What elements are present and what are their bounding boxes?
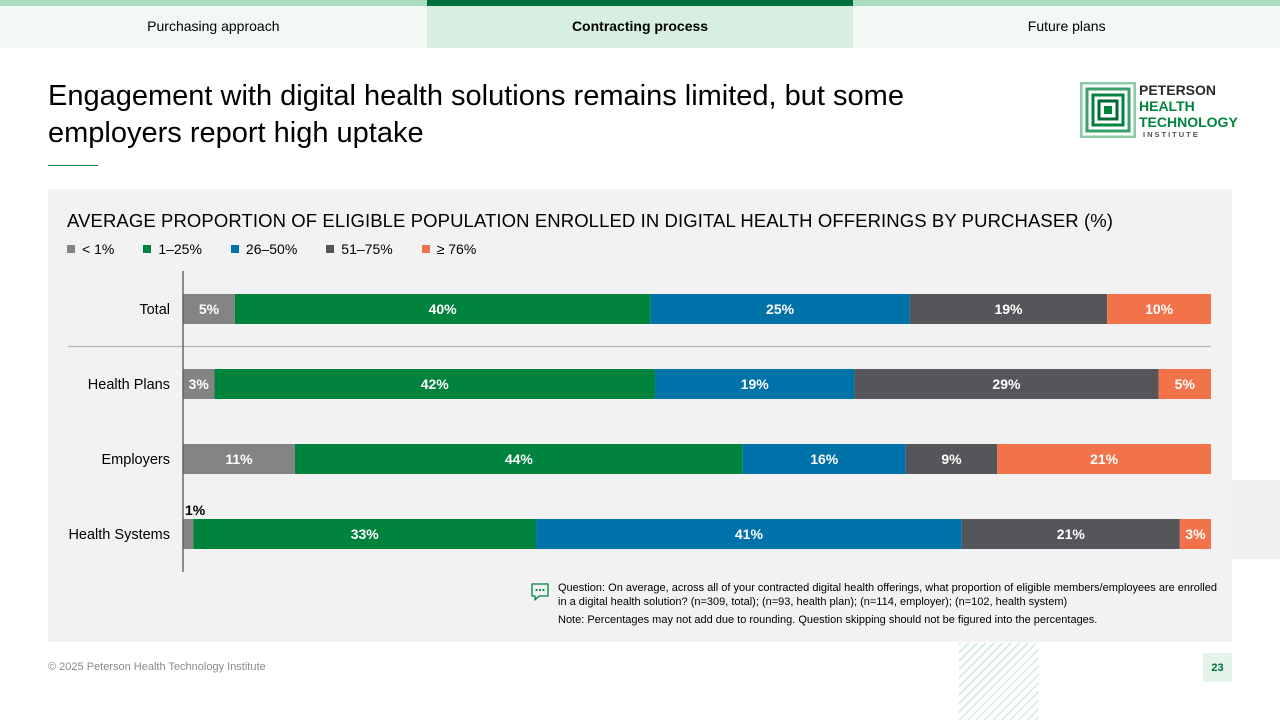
legend-item: < 1% (67, 240, 114, 258)
section-tabs: Purchasing approach Contracting process … (0, 0, 1280, 48)
data-label: 16% (810, 451, 839, 467)
chart-legend: < 1% 1–25% 26–50% 51–75% ≥ 76% (67, 240, 505, 258)
data-label: 9% (941, 451, 962, 467)
bar-segment (997, 444, 1211, 474)
bar-segment (854, 369, 1159, 399)
legend-swatch (421, 245, 430, 253)
data-label: 21% (1090, 451, 1119, 467)
data-label: 19% (741, 376, 770, 392)
data-label: 11% (225, 451, 253, 467)
page-title: Engagement with digital health solutions… (48, 80, 904, 149)
phti-logo: PETERSON HEALTH TECHNOLOGY INSTITUTE (1079, 81, 1240, 142)
decorative-hatch (959, 643, 1039, 720)
data-label: 19% (994, 301, 1023, 317)
bar-segment (742, 444, 906, 474)
bar-segment (1107, 294, 1211, 324)
tab-contracting-process[interactable]: Contracting process (426, 0, 854, 48)
data-label: 3% (1185, 526, 1206, 542)
legend-item: 51–75% (326, 240, 393, 258)
logo-line-2: HEALTH (1139, 98, 1195, 114)
logo-wordmark: PETERSON HEALTH TECHNOLOGY INSTITUTE (1139, 82, 1238, 139)
data-label: 41% (735, 526, 764, 542)
legend-swatch (326, 245, 335, 253)
title-underline (48, 165, 98, 166)
legend-label: 26–50% (245, 241, 298, 257)
data-label: 33% (351, 526, 380, 542)
logo-squares-icon (1079, 81, 1137, 139)
side-tab (1232, 480, 1280, 559)
legend-label: 1–25% (158, 241, 202, 257)
data-label: 44% (505, 451, 534, 467)
chart-panel (48, 189, 1232, 642)
question-text: Question: On average, across all of your… (558, 582, 1217, 608)
bar-segment (536, 519, 962, 549)
bar-segment (905, 444, 998, 474)
tab-future-plans[interactable]: Future plans (853, 0, 1280, 48)
data-label: 42% (421, 376, 450, 392)
data-label: 29% (992, 376, 1021, 392)
tab-purchasing-approach[interactable]: Purchasing approach (0, 0, 427, 48)
legend-swatch (143, 245, 152, 253)
bar-segment (655, 369, 855, 399)
bar-segment (193, 519, 537, 549)
question-note: Question: On average, across all of your… (530, 581, 1220, 631)
bar-segment (909, 294, 1108, 324)
category-label: Employers (102, 452, 171, 468)
page-number: 23 (1203, 653, 1232, 682)
chart-title: AVERAGE PROPORTION OF ELIGIBLE POPULATIO… (67, 210, 1114, 231)
logo-line-4: INSTITUTE (1143, 130, 1200, 139)
category-label: Health Plans (88, 377, 170, 393)
bar-segment (183, 444, 295, 474)
data-label: 21% (1057, 526, 1086, 542)
data-label: 3% (189, 376, 210, 392)
category-label: Total (139, 302, 170, 318)
logo-line-1: PETERSON (1139, 82, 1217, 98)
stacked-bar-chart: 5% 40% 25% 19% 10% Total 3% 42% 19% 29% 5% Health P… (68, 271, 1211, 572)
data-label: 5% (1175, 376, 1196, 392)
legend-swatch (230, 245, 239, 253)
category-label: Health Systems (68, 527, 170, 543)
bar-segment (1179, 519, 1211, 549)
bar-segment (1158, 369, 1211, 399)
legend-item: 26–50% (230, 240, 298, 258)
bar-segment (234, 294, 651, 324)
legend-item: ≥ 76% (421, 240, 477, 258)
rounding-note: Note: Percentages may not add due to rou… (558, 614, 1098, 626)
legend-label: ≥ 76% (436, 241, 477, 257)
bar-segment (183, 369, 215, 399)
bar-segment (650, 294, 910, 324)
data-label: 25% (766, 301, 795, 317)
bar-segment (183, 519, 194, 549)
copyright: © 2025 Peterson Health Technology Instit… (48, 661, 266, 673)
data-label: 10% (1145, 301, 1174, 317)
data-label: 1% (185, 502, 206, 518)
data-label: 40% (429, 301, 458, 317)
data-label: 5% (199, 301, 220, 317)
legend-swatch (67, 245, 75, 253)
legend-item: 1–25% (143, 240, 202, 258)
bar-segment (294, 444, 743, 474)
bar-segment (961, 519, 1180, 549)
legend-label: < 1% (82, 241, 115, 257)
bar-segment (214, 369, 656, 399)
bar-segment (183, 294, 235, 324)
legend-label: 51–75% (341, 241, 393, 257)
logo-line-3: TECHNOLOGY (1139, 114, 1238, 130)
speech-bubble-icon (531, 583, 549, 601)
